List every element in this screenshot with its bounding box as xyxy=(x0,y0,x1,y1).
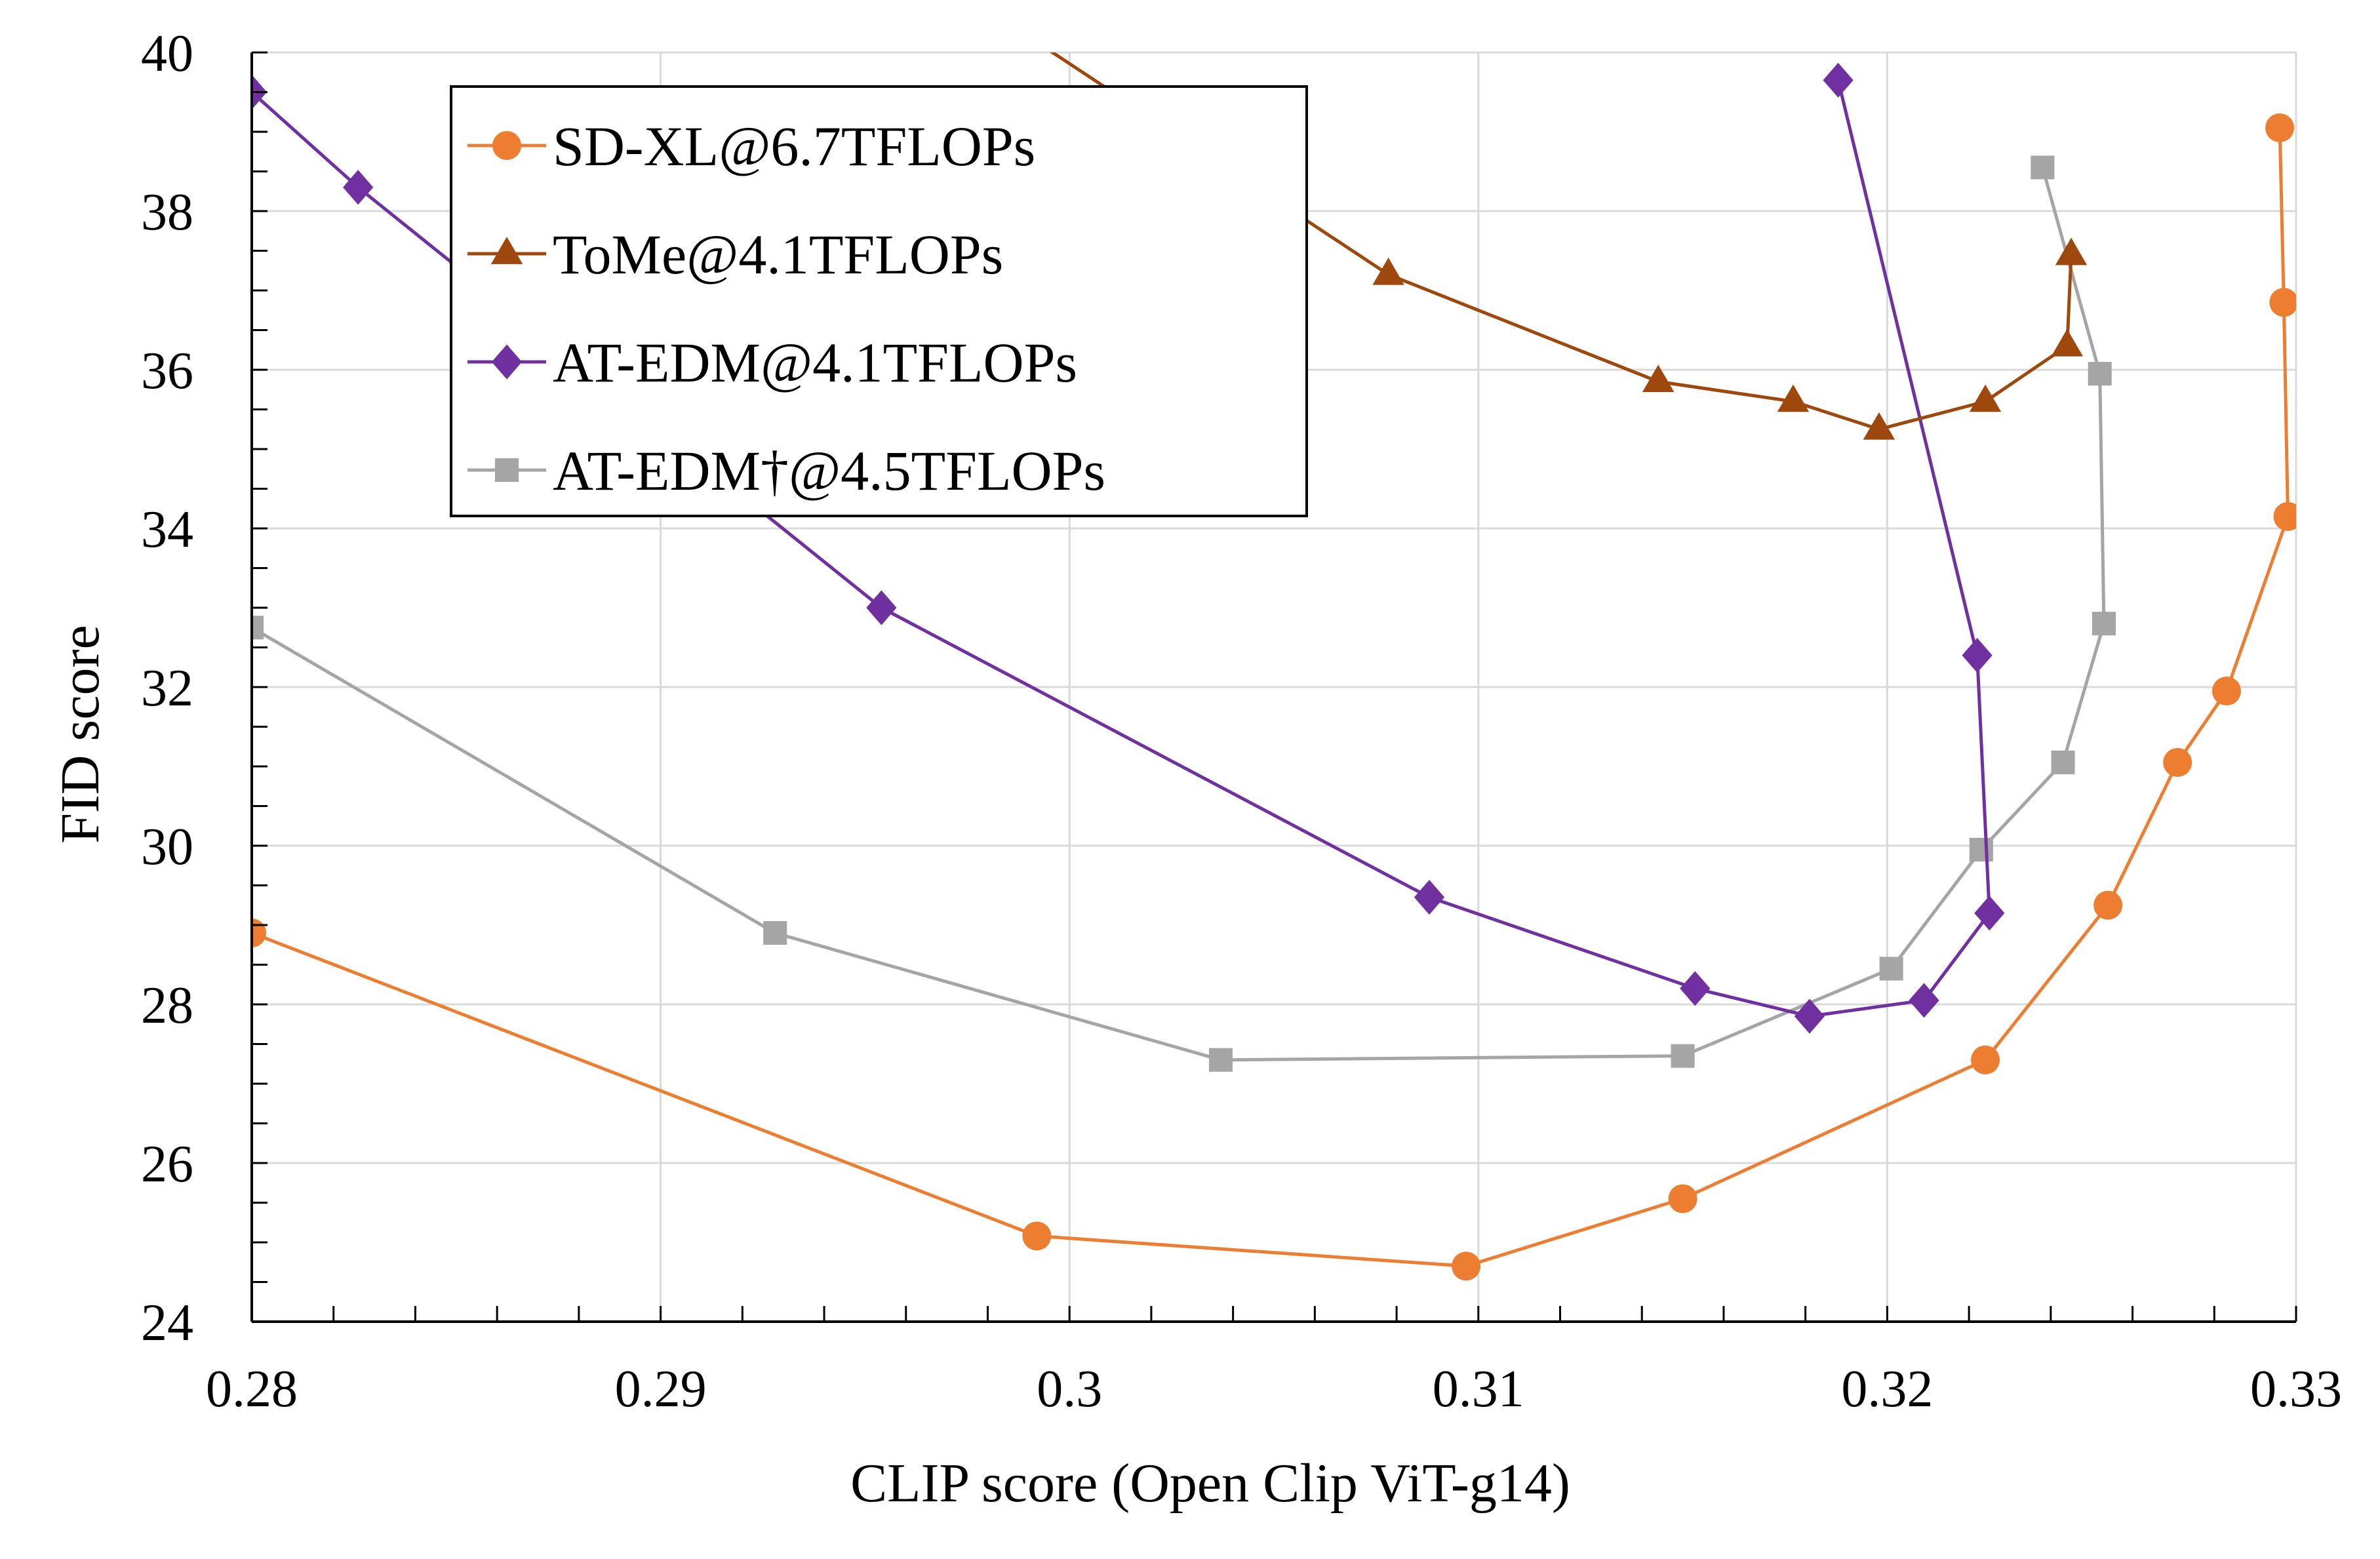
y-tick-label: 32 xyxy=(141,660,193,717)
marker-circle xyxy=(2265,113,2295,142)
marker-diamond xyxy=(1414,880,1445,915)
y-tick-label: 40 xyxy=(141,25,193,83)
series-SD-XL@6.7TFLOPs xyxy=(252,113,2296,1281)
marker-diamond xyxy=(1680,971,1711,1006)
marker-square xyxy=(1671,1044,1695,1068)
legend-label: AT-EDM†@4.5TFLOPs xyxy=(553,439,1105,502)
marker-triangle xyxy=(2055,237,2088,266)
marker-circle xyxy=(2163,747,2192,777)
axes xyxy=(250,51,2297,1323)
marker-circle xyxy=(2273,502,2296,531)
marker-square xyxy=(1879,957,1903,981)
legend-item: AT-EDM†@4.5TFLOPs xyxy=(467,439,1105,502)
marker-square xyxy=(494,458,519,483)
marker-circle xyxy=(2211,677,2241,706)
marker-square xyxy=(1969,838,1993,862)
y-axis-label: FID score xyxy=(50,625,111,844)
x-tick-label: 0.3 xyxy=(1037,1360,1102,1418)
marker-diamond xyxy=(1823,62,1854,98)
legend-box xyxy=(450,85,1308,517)
series-layer xyxy=(252,52,2296,1281)
marker-circle xyxy=(492,131,521,160)
marker-square xyxy=(2051,750,2075,774)
marker-diamond xyxy=(1794,998,1825,1034)
x-tick-label: 0.32 xyxy=(1841,1360,1933,1418)
marker-diamond xyxy=(866,590,897,625)
marker-triangle xyxy=(1777,384,1810,412)
marker-triangle xyxy=(1969,384,2002,412)
y-tick-label: 34 xyxy=(141,501,193,559)
legend-item: SD-XL@6.7TFLOPs xyxy=(467,115,1035,178)
marker-triangle xyxy=(2051,328,2083,357)
marker-circle xyxy=(2093,890,2123,920)
marker-diamond xyxy=(1962,638,1993,673)
x-tick-label: 0.29 xyxy=(615,1360,707,1418)
marker-diamond xyxy=(1909,983,1939,1018)
marker-square xyxy=(2031,155,2055,180)
y-tick-label: 26 xyxy=(141,1135,193,1193)
marker-square xyxy=(2092,612,2116,636)
legend-label: ToMe@4.1TFLOPs xyxy=(553,223,1003,286)
y-tick-label: 38 xyxy=(141,184,193,241)
y-tick-label: 30 xyxy=(141,818,193,876)
marker-square xyxy=(1208,1048,1233,1072)
y-tick-label: 28 xyxy=(141,977,193,1035)
marker-triangle xyxy=(1372,257,1404,285)
marker-diamond xyxy=(343,170,374,205)
marker-triangle xyxy=(1642,365,1675,393)
legend-item: AT-EDM@4.1TFLOPs xyxy=(467,331,1077,394)
x-tick-label: 0.33 xyxy=(2250,1360,2342,1418)
x-tick-label: 0.31 xyxy=(1433,1360,1524,1418)
marker-circle xyxy=(1668,1184,1697,1214)
x-tick-label: 0.28 xyxy=(206,1360,298,1418)
tick-labels: 0.28 0.29 0.3 0.31 0.32 0.33 24 26 28 30 32 34 36 38 4… xyxy=(141,25,2342,1418)
legend: SD-XL@6.7TFLOPs ToMe@4.1TFLOPs AT-EDM@4.1T… xyxy=(450,85,1308,517)
legend-label: AT-EDM@4.1TFLOPs xyxy=(553,331,1077,394)
marker-triangle xyxy=(490,237,523,264)
marker-circle xyxy=(2269,288,2296,317)
marker-diamond xyxy=(1974,896,2005,931)
x-axis-label: CLIP score (Open Clip ViT-g14) xyxy=(850,1453,1570,1514)
marker-square xyxy=(252,616,264,640)
y-tick-label: 24 xyxy=(141,1294,193,1352)
marker-circle xyxy=(1022,1221,1052,1251)
marker-square xyxy=(763,921,787,945)
marker-triangle xyxy=(1863,412,1895,440)
legend-item: ToMe@4.1TFLOPs xyxy=(467,223,1003,286)
marker-circle xyxy=(1452,1252,1481,1281)
series-line xyxy=(252,167,2106,1062)
series-AT-EDM†@4.5TFLOPs xyxy=(252,155,2116,1072)
marker-diamond xyxy=(491,344,523,380)
marker-square xyxy=(2088,362,2112,386)
series-ToMe@4.1TFLOPs xyxy=(1049,52,2088,440)
legend-label: SD-XL@6.7TFLOPs xyxy=(553,115,1035,178)
marker-circle xyxy=(1971,1045,2000,1075)
y-tick-label: 36 xyxy=(141,342,193,400)
